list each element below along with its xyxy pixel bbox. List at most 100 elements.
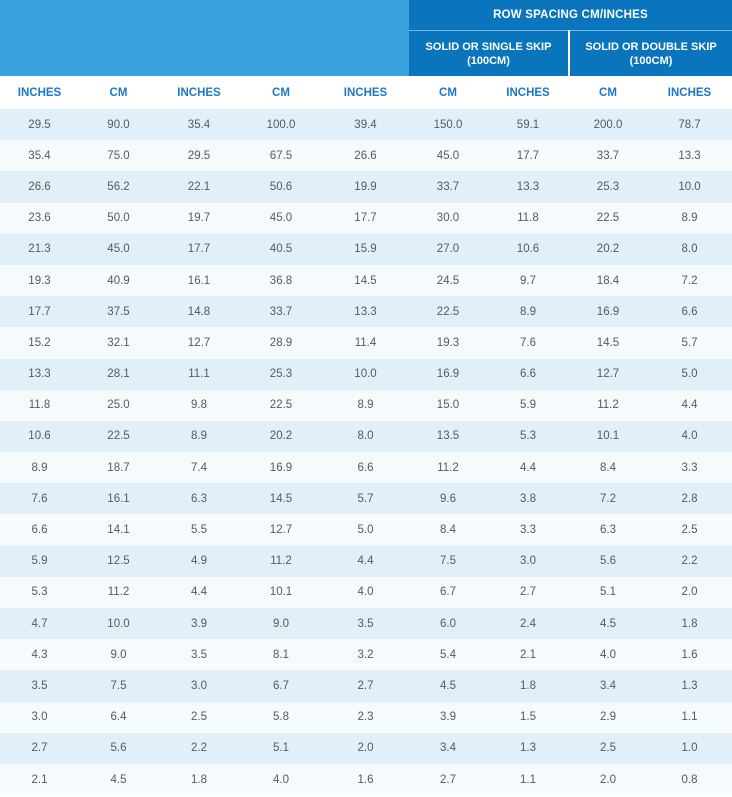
table-row: 4.7 10.0 3.9 9.0 3.5 6.0 2.4 4.5 1.8 <box>0 608 732 640</box>
table-cell: 13.5 <box>409 420 487 453</box>
table-cell: 2.7 <box>0 732 79 764</box>
table-cell: 10.0 <box>322 358 409 390</box>
table-cell: 2.1 <box>0 763 79 796</box>
table-cell: 150.0 <box>409 109 487 141</box>
table-cell: 27.0 <box>409 233 487 265</box>
table-cell: 23.6 <box>0 202 79 234</box>
table-cell: 8.1 <box>240 639 322 671</box>
table-cell: 56.2 <box>79 171 158 203</box>
table-cell: 5.6 <box>79 732 158 764</box>
table-cell: 22.5 <box>569 202 647 234</box>
table-cell: 4.9 <box>158 545 240 577</box>
table-cell: 10.1 <box>240 576 322 608</box>
table-row: 10.6 22.5 8.9 20.2 8.0 13.5 5.3 10.1 4.0 <box>0 420 732 453</box>
column-header-inches: INCHES <box>487 76 569 109</box>
table-cell: 2.0 <box>569 763 647 796</box>
table-cell: 3.0 <box>158 670 240 702</box>
table-cell: 22.5 <box>79 420 158 453</box>
table-cell: 1.8 <box>487 670 569 702</box>
table-cell: 4.7 <box>0 608 79 640</box>
table-cell: 5.0 <box>322 514 409 546</box>
table-cell: 6.4 <box>79 701 158 733</box>
table-cell: 22.1 <box>158 171 240 203</box>
table-row: 19.3 40.9 16.1 36.8 14.5 24.5 9.7 18.4 7.2 <box>0 264 732 297</box>
table-cell: 3.9 <box>409 701 487 733</box>
table-cell: 9.6 <box>409 483 487 515</box>
table-cell: 22.5 <box>409 296 487 328</box>
table-cell: 4.4 <box>487 452 569 484</box>
table-cell: 1.0 <box>647 732 732 764</box>
table-cell: 11.4 <box>322 327 409 359</box>
table-cell: 10.6 <box>487 233 569 265</box>
table-cell: 4.4 <box>647 389 732 421</box>
table-cell: 15.9 <box>322 233 409 265</box>
table-cell: 33.7 <box>240 296 322 328</box>
table-cell: 0.8 <box>647 763 732 796</box>
table-row: 11.8 25.0 9.8 22.5 8.9 15.0 5.9 11.2 4.4 <box>0 389 732 421</box>
table-cell: 28.1 <box>79 358 158 390</box>
table-cell: 100.0 <box>240 109 322 141</box>
table-cell: 4.4 <box>158 576 240 608</box>
table-cell: 29.5 <box>0 109 79 141</box>
table-cell: 19.7 <box>158 202 240 234</box>
table-cell: 1.3 <box>487 732 569 764</box>
table-cell: 45.0 <box>240 202 322 234</box>
table-cell: 5.0 <box>647 358 732 390</box>
table-cell: 2.5 <box>158 701 240 733</box>
table-row: 5.9 12.5 4.9 11.2 4.4 7.5 3.0 5.6 2.2 <box>0 545 732 577</box>
table-cell: 13.3 <box>647 140 732 172</box>
table-cell: 14.1 <box>79 514 158 546</box>
table-cell: 13.3 <box>487 171 569 203</box>
table-cell: 7.2 <box>647 264 732 297</box>
table-cell: 6.7 <box>409 576 487 608</box>
table-cell: 8.0 <box>322 420 409 453</box>
table-cell: 3.3 <box>647 452 732 484</box>
table-cell: 15.0 <box>409 389 487 421</box>
table-row: 35.4 75.0 29.5 67.5 26.6 45.0 17.7 33.7 13.3 <box>0 140 732 172</box>
table-cell: 5.5 <box>158 514 240 546</box>
table-cell: 3.0 <box>487 545 569 577</box>
table-cell: 20.2 <box>569 233 647 265</box>
table-cell: 1.1 <box>647 701 732 733</box>
row-spacing-group-header: ROW SPACING CM/INCHES <box>409 0 732 31</box>
table-cell: 2.7 <box>322 670 409 702</box>
table-cell: 59.1 <box>487 109 569 141</box>
table-cell: 8.9 <box>487 296 569 328</box>
table-cell: 78.7 <box>647 109 732 141</box>
column-header-inches: INCHES <box>647 76 732 109</box>
table-row: 21.3 45.0 17.7 40.5 15.9 27.0 10.6 20.2 8.0 <box>0 233 732 265</box>
table-row: 26.6 56.2 22.1 50.6 19.9 33.7 13.3 25.3 10.0 <box>0 171 732 203</box>
table-row: 23.6 50.0 19.7 45.0 17.7 30.0 11.8 22.5 8.9 <box>0 202 732 234</box>
table-cell: 4.0 <box>569 639 647 671</box>
table-row: 29.5 90.0 35.4 100.0 39.4 150.0 59.1 200.0 78.7 <box>0 109 732 141</box>
table-cell: 11.2 <box>240 545 322 577</box>
table-cell: 14.5 <box>322 264 409 297</box>
table-cell: 3.8 <box>487 483 569 515</box>
table-cell: 24.5 <box>409 264 487 297</box>
table-cell: 3.9 <box>158 608 240 640</box>
table-cell: 18.7 <box>79 452 158 484</box>
table-row: 3.0 6.4 2.5 5.8 2.3 3.9 1.5 2.9 1.1 <box>0 701 732 733</box>
table-cell: 3.4 <box>409 732 487 764</box>
table-cell: 1.3 <box>647 670 732 702</box>
table-cell: 45.0 <box>79 233 158 265</box>
table-cell: 2.3 <box>322 701 409 733</box>
table-cell: 25.3 <box>569 171 647 203</box>
column-header-cm: CM <box>79 76 158 109</box>
table-cell: 7.5 <box>79 670 158 702</box>
header-band-row: ROW SPACING CM/INCHES <box>0 0 732 31</box>
table-cell: 5.8 <box>240 701 322 733</box>
header-blank-area <box>0 0 409 31</box>
table-cell: 3.2 <box>322 639 409 671</box>
table-cell: 3.3 <box>487 514 569 546</box>
table-cell: 6.6 <box>487 358 569 390</box>
table-cell: 3.5 <box>0 670 79 702</box>
column-header-row: INCHES CM INCHES CM INCHES CM INCHES CM INCHES <box>0 76 732 109</box>
table-cell: 7.5 <box>409 545 487 577</box>
table-cell: 14.5 <box>240 483 322 515</box>
table-cell: 7.6 <box>487 327 569 359</box>
table-cell: 17.7 <box>487 140 569 172</box>
table-cell: 17.7 <box>0 296 79 328</box>
table-cell: 19.9 <box>322 171 409 203</box>
table-cell: 12.7 <box>158 327 240 359</box>
